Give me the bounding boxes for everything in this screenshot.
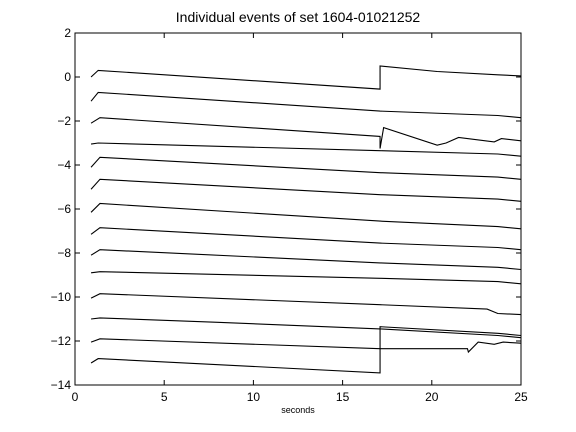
- y-tick-label: −4: [57, 158, 71, 172]
- x-axis-label: seconds: [281, 405, 315, 415]
- chart-title: Individual events of set 1604-01021252: [176, 9, 421, 25]
- event-trace-1: [90, 65, 522, 90]
- x-tick-label: 0: [72, 390, 79, 404]
- event-trace-6: [90, 178, 522, 202]
- x-tick-label: 10: [247, 390, 261, 404]
- event-trace-9: [90, 249, 522, 271]
- event-traces: [90, 65, 522, 374]
- x-tick-label: 25: [514, 390, 528, 404]
- y-tick-label: −12: [51, 334, 72, 348]
- event-trace-11: [90, 293, 522, 316]
- x-tick-label: 20: [425, 390, 439, 404]
- event-trace-4: [90, 142, 522, 157]
- event-trace-2: [90, 91, 522, 119]
- event-trace-12: [90, 317, 522, 339]
- event-trace-3: [90, 117, 522, 149]
- y-tick-label: −14: [51, 378, 72, 392]
- x-tick-label: 5: [161, 390, 168, 404]
- event-trace-14: [90, 326, 522, 374]
- event-trace-7: [90, 202, 522, 230]
- y-tick-label: 2: [64, 26, 71, 40]
- plot-area: [74, 32, 522, 386]
- y-tick-label: −6: [57, 202, 71, 216]
- event-trace-10: [90, 271, 522, 285]
- y-tick-label: −10: [51, 290, 72, 304]
- event-trace-8: [90, 227, 522, 251]
- y-tick-label: −8: [57, 246, 71, 260]
- y-tick-label: 0: [64, 70, 71, 84]
- x-tick-label: 15: [336, 390, 350, 404]
- event-trace-13: [90, 338, 522, 354]
- event-trace-5: [90, 156, 522, 180]
- y-tick-label: −2: [57, 114, 71, 128]
